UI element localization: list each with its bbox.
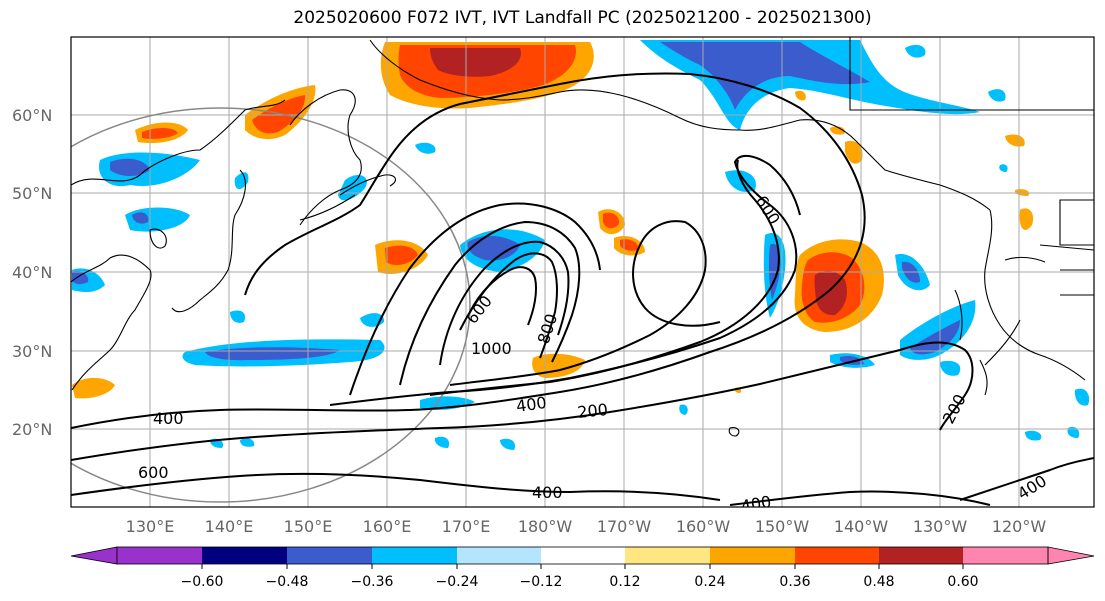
contour-label: 400	[739, 492, 772, 516]
colorbar-bin	[879, 547, 963, 564]
landfall-region-circle	[71, 107, 471, 503]
lon-label: 130°W	[913, 517, 968, 536]
contour-labels: 600 800 1000 400 200 600 400 200 400 600…	[138, 192, 1050, 516]
contour-label: 600	[138, 463, 169, 482]
colorbar-tick-label: 0.24	[694, 574, 725, 590]
lon-label: 170°E	[442, 517, 491, 536]
colorbar-outline	[116, 546, 1049, 565]
lon-label: 120°W	[992, 517, 1047, 536]
colorbar-bin	[710, 547, 795, 564]
colorbar-tick-label: −0.48	[266, 574, 309, 590]
lat-label: 50°N	[12, 184, 52, 203]
colorbar-tick-label: −0.12	[520, 574, 563, 590]
colorbar-tick-label: −0.36	[351, 574, 394, 590]
colorbar-tick-label: −0.60	[181, 574, 224, 590]
colorbar-bin	[202, 547, 287, 564]
colorbar-tick-label: 0.36	[779, 574, 810, 590]
map-title: 2025020600 F072 IVT, IVT Landfall PC (20…	[293, 8, 872, 28]
lat-label: 30°N	[12, 342, 52, 361]
colorbar-bin	[795, 547, 879, 564]
map-frame	[70, 36, 1095, 508]
contour-label: 400	[532, 483, 563, 502]
lon-label: 170°W	[597, 517, 652, 536]
lat-label: 60°N	[12, 106, 52, 125]
colorbar-bin	[117, 547, 202, 564]
colorbar-bin	[963, 547, 1048, 564]
coastlines	[71, 37, 1094, 437]
lon-label: 140°E	[205, 517, 254, 536]
colorbar-tick-label: 0.48	[863, 574, 894, 590]
lon-label: 140°W	[834, 517, 889, 536]
lon-label: 150°W	[755, 517, 810, 536]
ivt-contours	[71, 72, 1094, 506]
colorbar-tick-label: −0.24	[436, 574, 479, 590]
contour-label: 400	[153, 409, 184, 428]
colorbar-bin	[625, 547, 710, 564]
colorbar-tick-label: 0.60	[947, 574, 978, 590]
lon-label: 150°E	[284, 517, 333, 536]
longitude-labels: 130°E 140°E 150°E 160°E 170°E 180°W 170°…	[126, 517, 1047, 536]
contour-label: 400	[515, 393, 548, 416]
colorbar: −0.60 −0.48 −0.36 −0.24 −0.12 0.12 0.24 …	[70, 546, 1095, 590]
colorbar-bin	[457, 547, 541, 564]
contour-label: 1000	[471, 339, 512, 358]
colorbar-bin	[541, 547, 625, 564]
colorbar-bin	[372, 547, 457, 564]
colorbar-tick-label: 0.12	[609, 574, 640, 590]
lon-label: 160°E	[363, 517, 412, 536]
lat-label: 20°N	[12, 420, 52, 439]
colorbar-extend-max	[1047, 546, 1095, 565]
colorbar-bin	[287, 547, 372, 564]
lon-label: 160°W	[676, 517, 731, 536]
latitude-labels: 60°N 50°N 40°N 30°N 20°N	[12, 106, 52, 439]
colorbar-extend-min	[70, 546, 118, 565]
graticule	[71, 37, 1094, 507]
contour-label: 200	[576, 400, 608, 422]
lat-label: 40°N	[12, 263, 52, 282]
lon-label: 130°E	[126, 517, 175, 536]
lon-label: 180°W	[518, 517, 573, 536]
